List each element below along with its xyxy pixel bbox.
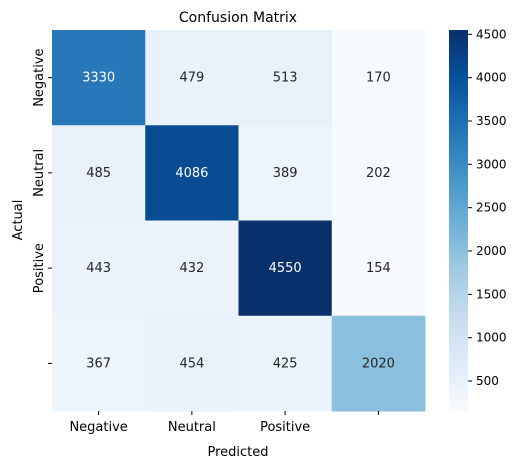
x-axis-label: Predicted — [207, 445, 268, 460]
heatmap-cell-labels: 3330 479 513 170 485 4086 389 202 443 432 4550 154 3… — [82, 71, 395, 372]
heatmap-cell — [331, 125, 426, 221]
y-tick-label: Negative — [32, 48, 47, 106]
colorbar-tick-label: 2500 — [476, 201, 507, 215]
heatmap-cell — [331, 220, 426, 317]
y-tick-label: Positive — [32, 243, 47, 293]
y-tick-label: Neutral — [32, 149, 47, 197]
colorbar-tick-label: 500 — [476, 374, 499, 388]
cell-value-label: 2020 — [362, 356, 395, 371]
heatmap-cell — [145, 125, 239, 221]
heatmap-cell — [145, 30, 239, 126]
colorbar-tick-label: 3500 — [476, 114, 507, 128]
x-tick-label: Neutral — [168, 420, 216, 435]
heatmap-cell — [238, 30, 333, 126]
heatmap-cell — [331, 30, 426, 126]
heatmap-cell — [238, 315, 333, 412]
colorbar-tick-label: 4000 — [476, 71, 507, 85]
cell-value-label: 3330 — [82, 71, 115, 86]
heatmap-cell — [52, 220, 146, 317]
heatmap-cell — [238, 220, 333, 317]
heatmap-cell — [145, 220, 239, 317]
colorbar-tick-label: 1000 — [476, 331, 507, 345]
cell-value-label: 432 — [179, 261, 204, 276]
colorbar-tick-label: 1500 — [476, 287, 507, 301]
colorbar-gradient — [449, 30, 468, 411]
heatmap-cell — [145, 315, 239, 412]
cell-value-label: 479 — [179, 71, 204, 86]
cell-value-label: 4550 — [269, 261, 302, 276]
cell-value-label: 485 — [86, 166, 111, 181]
cell-value-label: 170 — [366, 71, 391, 86]
cell-value-label: 443 — [86, 261, 111, 276]
colorbar: 500 1000 1500 2000 2500 3000 3500 4000 4500 — [449, 27, 507, 411]
cell-value-label: 513 — [273, 71, 298, 86]
heatmap-cell — [52, 315, 146, 412]
cell-value-label: 154 — [366, 261, 391, 276]
heatmap-cells — [52, 30, 426, 412]
heatmap-cell — [52, 125, 146, 221]
cell-value-label: 367 — [86, 356, 111, 371]
cell-value-label: 4086 — [175, 166, 208, 181]
y-axis-ticks: Negative Neutral Positive — [32, 48, 52, 364]
chart-title: Confusion Matrix — [179, 10, 297, 26]
cell-value-label: 454 — [179, 356, 204, 371]
cell-value-label: 389 — [273, 166, 298, 181]
heatmap-cell — [52, 30, 146, 126]
x-tick-label: Positive — [260, 420, 310, 435]
cell-value-label: 425 — [273, 356, 298, 371]
colorbar-tick-label: 3000 — [476, 157, 507, 171]
cell-value-label: 202 — [366, 166, 391, 181]
colorbar-tick-label: 2000 — [476, 244, 507, 258]
heatmap-cell — [331, 315, 426, 412]
x-axis-ticks: Negative Neutral Positive — [69, 411, 379, 435]
y-axis-label: Actual — [11, 200, 26, 241]
colorbar-tick-label: 4500 — [476, 27, 507, 41]
x-tick-label: Negative — [69, 420, 127, 435]
heatmap-cell — [238, 125, 333, 221]
